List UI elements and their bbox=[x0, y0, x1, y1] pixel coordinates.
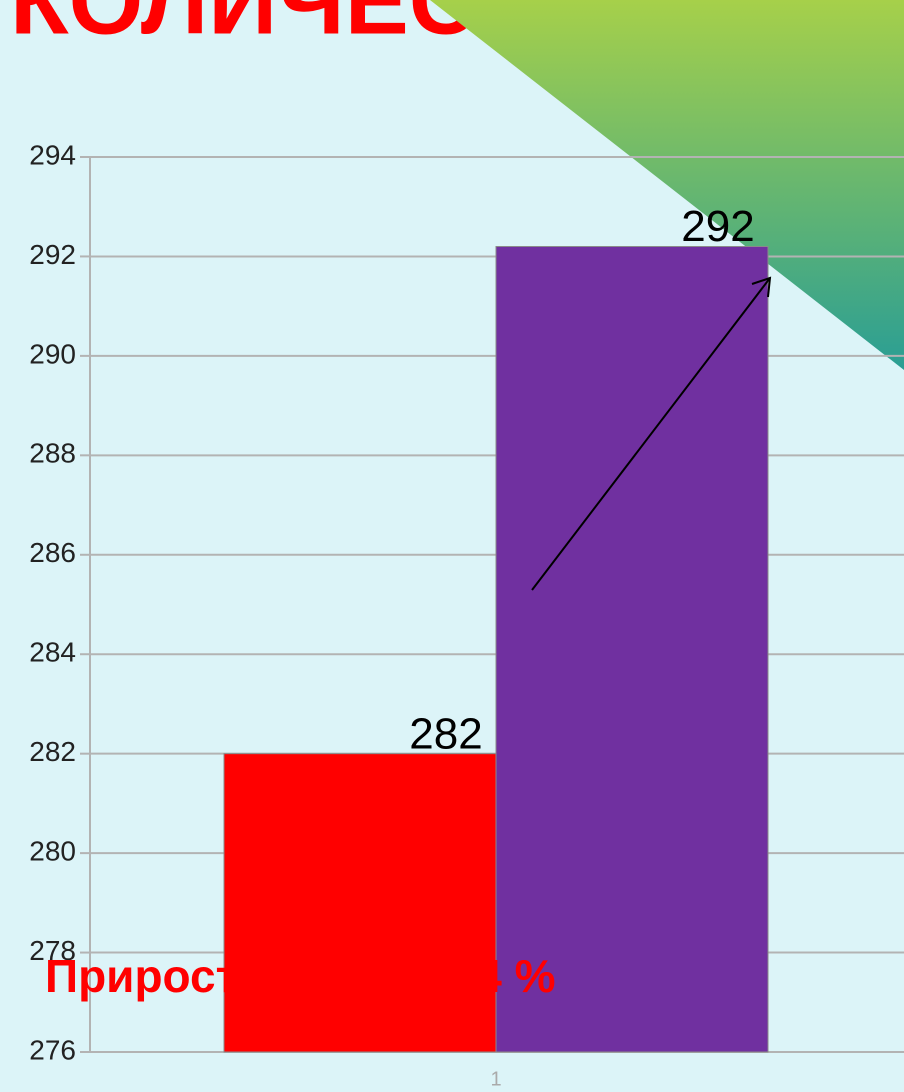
data-label: 282 bbox=[409, 709, 482, 758]
y-tick-label: 292 bbox=[29, 239, 76, 270]
y-tick-label: 280 bbox=[29, 836, 76, 867]
y-tick-label: 276 bbox=[29, 1034, 76, 1065]
y-tick-label: 294 bbox=[29, 139, 76, 170]
chart: 276 278 280 282 284 286 288 290 292 294 282 292 1 При… bbox=[29, 139, 904, 1090]
arrow-head bbox=[751, 276, 772, 298]
y-tick-label: 290 bbox=[29, 338, 76, 369]
y-tick-label: 278 bbox=[29, 935, 76, 966]
y-tick-label: 288 bbox=[29, 438, 76, 469]
bar bbox=[495, 246, 769, 1053]
x-tick-label: 1 bbox=[490, 1068, 501, 1090]
trend-arrow bbox=[531, 277, 771, 591]
bar bbox=[223, 753, 497, 1053]
y-tick-label: 286 bbox=[29, 537, 76, 568]
y-tick-label: 282 bbox=[29, 736, 76, 767]
data-label: 292 bbox=[681, 202, 754, 251]
y-tick-label: 284 bbox=[29, 637, 76, 668]
annotation: Прирост составил 4 % bbox=[45, 950, 556, 1002]
decor-triangle bbox=[430, 0, 904, 370]
